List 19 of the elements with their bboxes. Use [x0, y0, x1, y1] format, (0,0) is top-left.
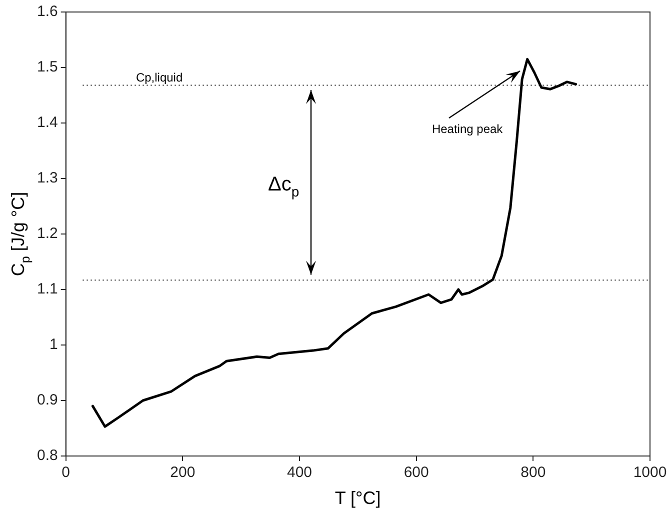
x-tick-label: 0: [62, 464, 70, 482]
y-tick-label: 1.4: [36, 114, 58, 132]
y-tick-label: 1.6: [36, 3, 58, 20]
ref-line-label: Cp,liquid: [136, 70, 183, 84]
y-tick-label: 1.2: [36, 225, 58, 242]
x-tick-label: 600: [404, 464, 429, 482]
y-tick-label: 1.1: [36, 280, 58, 298]
annotation: Heating peak: [432, 122, 504, 136]
x-tick-label: 1000: [633, 464, 667, 482]
y-axis-title: Cp [J/g °C]: [8, 192, 32, 276]
x-axis-title: T [°C]: [334, 488, 381, 508]
x-tick-label: 200: [170, 464, 196, 482]
x-tick-label: 400: [286, 464, 312, 482]
y-tick-label: 1: [50, 336, 58, 354]
y-tick-label: 1.3: [36, 170, 58, 187]
x-tick-label: 800: [520, 464, 546, 482]
y-tick-label: 0.8: [36, 447, 58, 464]
y-tick-label: 1.5: [36, 58, 58, 76]
y-tick-label: 0.9: [36, 392, 58, 409]
